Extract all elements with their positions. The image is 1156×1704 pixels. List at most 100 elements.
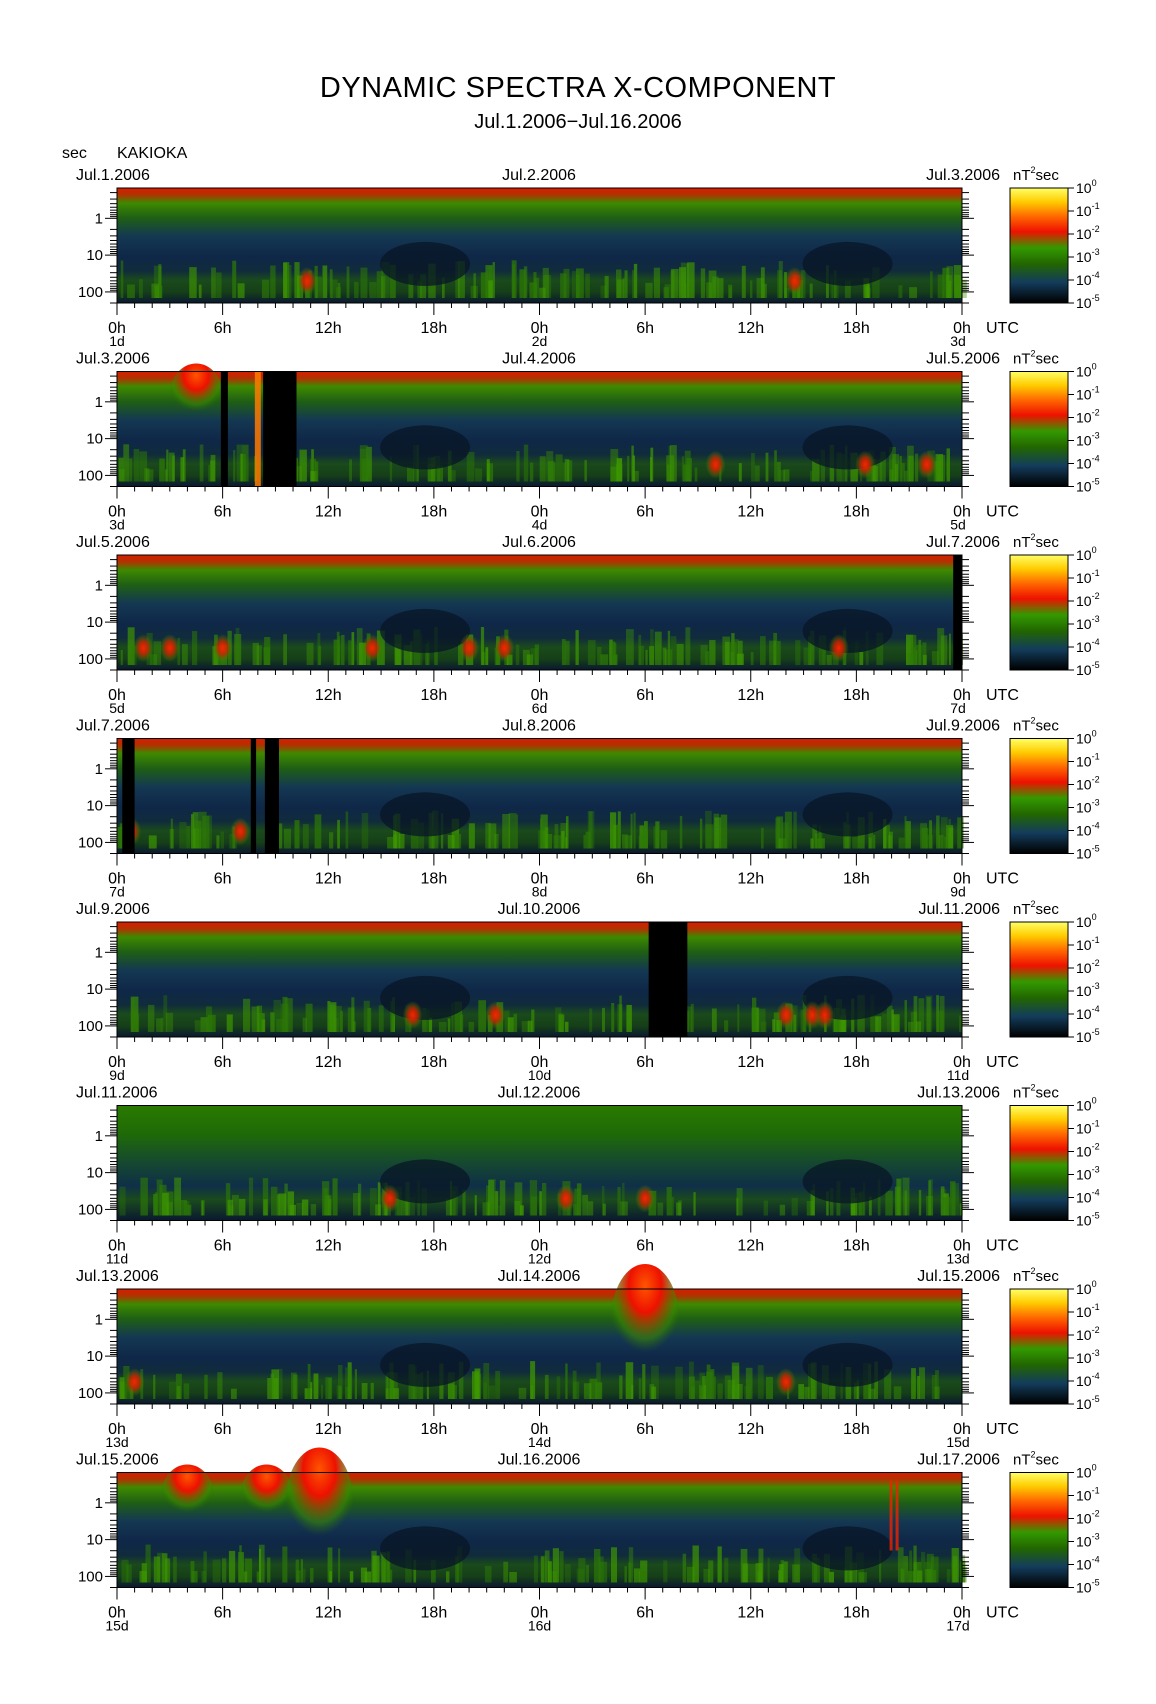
activity-burst — [244, 1558, 253, 1583]
activity-burst — [892, 1014, 900, 1032]
activity-burst — [709, 640, 716, 665]
event-mark — [828, 634, 849, 662]
activity-burst — [810, 470, 815, 482]
activity-burst — [918, 1190, 922, 1216]
date-mid: Jul.2.2006 — [502, 167, 576, 184]
activity-burst — [267, 1378, 271, 1399]
event-mark — [230, 817, 251, 846]
date-mid: Jul.10.2006 — [498, 901, 581, 918]
y-tick-label: 100 — [78, 1201, 103, 1218]
date-left: Jul.5.2006 — [76, 534, 150, 551]
activity-burst — [349, 1571, 354, 1583]
activity-burst — [502, 814, 511, 849]
activity-burst — [885, 1190, 893, 1216]
activity-burst — [763, 283, 767, 298]
activity-burst — [666, 464, 672, 482]
activity-burst — [879, 1550, 882, 1583]
activity-burst — [430, 457, 436, 482]
activity-burst — [313, 1373, 319, 1399]
x-unit-label: UTC — [986, 1605, 1019, 1622]
activity-burst — [760, 1021, 767, 1032]
y-tick-label: 1 — [95, 394, 103, 411]
y-tick-label: 100 — [78, 1385, 103, 1402]
colorbar-tick-label: 100 — [1076, 1096, 1097, 1114]
y-tick-label: 100 — [78, 1018, 103, 1035]
activity-burst — [619, 995, 622, 1032]
colorbar-unit: nT2sec — [1013, 1450, 1059, 1469]
activity-burst — [302, 1017, 307, 1032]
activity-burst — [483, 1382, 487, 1399]
activity-burst — [725, 641, 730, 665]
activity-burst — [216, 272, 222, 298]
activity-burst — [449, 470, 456, 482]
y-tick-label: 10 — [86, 1348, 103, 1365]
activity-burst — [201, 1570, 206, 1583]
activity-burst — [682, 1553, 687, 1583]
spectrogram-bg — [117, 188, 962, 303]
activity-burst — [347, 1007, 355, 1032]
activity-burst — [572, 1370, 577, 1399]
activity-burst — [183, 1201, 190, 1216]
activity-burst — [565, 1021, 569, 1032]
activity-burst — [934, 1386, 940, 1399]
activity-burst — [237, 283, 245, 298]
colorbar-tick-label: 10-4 — [1076, 1188, 1100, 1206]
activity-burst — [139, 279, 143, 298]
activity-burst — [800, 1009, 806, 1032]
x-tick-label: 6h — [214, 687, 232, 704]
date-right: Jul.7.2006 — [926, 534, 1000, 551]
activity-burst — [560, 273, 567, 298]
activity-burst — [121, 1559, 129, 1583]
activity-burst — [325, 1195, 332, 1216]
activity-burst — [905, 821, 911, 849]
activity-burst — [194, 1020, 202, 1032]
activity-burst — [403, 645, 412, 665]
x-tick-label: 12h — [315, 1421, 342, 1438]
activity-burst — [364, 1571, 372, 1583]
activity-burst — [180, 457, 184, 482]
activity-burst — [303, 1568, 306, 1583]
activity-burst — [736, 1188, 743, 1216]
day-label-right: 15d — [946, 1434, 969, 1450]
activity-burst — [631, 1384, 634, 1399]
activity-burst — [625, 1362, 634, 1399]
activity-burst — [287, 1191, 294, 1216]
activity-burst — [451, 818, 460, 849]
activity-burst — [620, 1201, 628, 1216]
activity-burst — [276, 1019, 285, 1032]
y-tick-label: 1 — [95, 577, 103, 594]
colorbar-tick-label: 10-1 — [1076, 1302, 1100, 1320]
activity-burst — [959, 1015, 963, 1032]
x-tick-label: 12h — [737, 1054, 764, 1071]
activity-burst — [731, 1362, 740, 1399]
activity-burst — [609, 639, 613, 665]
activity-burst — [291, 1372, 297, 1399]
activity-burst — [413, 1374, 421, 1399]
activity-burst — [369, 1187, 377, 1216]
activity-burst — [576, 1568, 585, 1583]
activity-burst — [267, 1557, 271, 1583]
activity-burst — [849, 1562, 857, 1583]
activity-burst — [429, 1017, 433, 1032]
activity-burst — [140, 1177, 148, 1216]
colorbar-tick-label: 10-5 — [1076, 660, 1100, 678]
activity-burst — [540, 818, 543, 849]
x-tick-label: 18h — [421, 1421, 448, 1438]
activity-burst — [883, 818, 887, 849]
activity-burst — [473, 273, 476, 298]
y-axis — [105, 192, 974, 304]
x-tick-label: 0h — [953, 1054, 971, 1071]
activity-burst — [880, 451, 886, 482]
activity-burst — [530, 1361, 536, 1399]
activity-burst — [360, 1567, 368, 1583]
activity-burst — [189, 267, 197, 298]
activity-burst — [260, 1019, 266, 1032]
colorbar-tick-label: 10-1 — [1076, 385, 1100, 403]
x-tick-label: 18h — [421, 1605, 448, 1622]
activity-burst — [737, 1384, 743, 1399]
activity-burst — [587, 640, 596, 665]
panel-7: Jul.13.2006 Jul.14.2006 Jul.15.2006 1 10 100 0… — [76, 1264, 1100, 1450]
y-tick-label: 1 — [95, 944, 103, 961]
event-mark — [705, 450, 726, 479]
activity-burst — [310, 458, 317, 482]
